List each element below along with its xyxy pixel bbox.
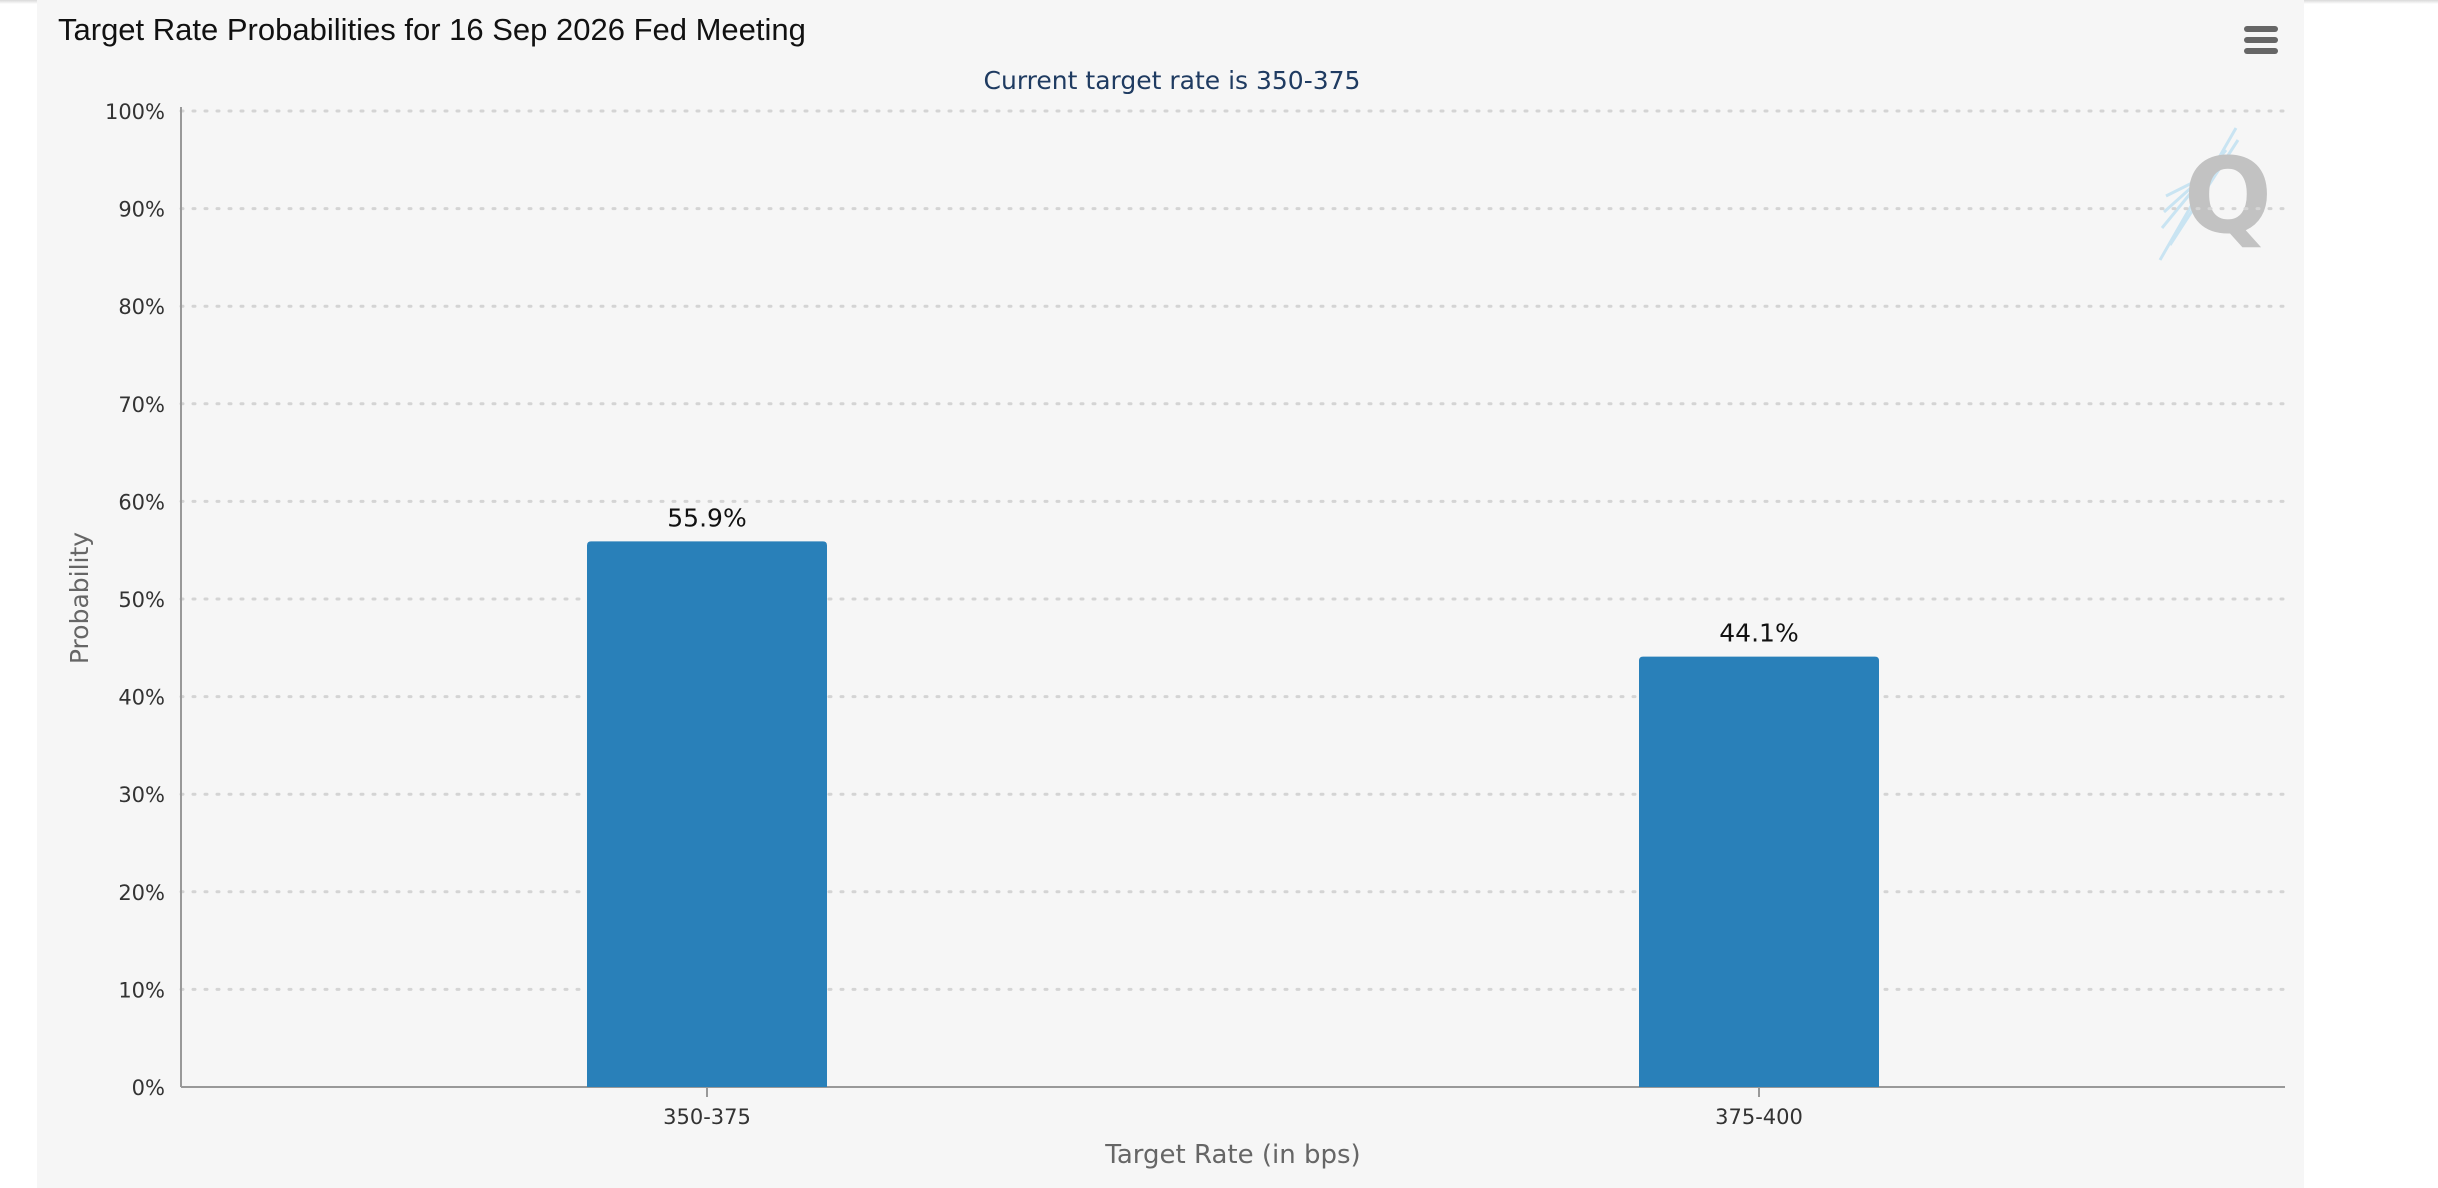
y-tick-label: 10% — [118, 978, 165, 1002]
y-tick-label: 30% — [118, 783, 165, 807]
y-tick-label: 40% — [118, 686, 165, 710]
chart-subtitle: Current target rate is 350-375 — [984, 66, 1361, 95]
y-tick-label: 80% — [118, 295, 165, 319]
y-tick-label: 90% — [118, 198, 165, 222]
data-label: 44.1% — [1719, 619, 1798, 648]
y-tick-label: 60% — [118, 490, 165, 514]
bar-375-400[interactable] — [1639, 656, 1879, 1087]
chart-title: Target Rate Probabilities for 16 Sep 202… — [58, 12, 806, 47]
x-tick-label: 375-400 — [1715, 1105, 1803, 1129]
y-tick-label: 70% — [118, 393, 165, 417]
quikstrike-logo-icon: Q — [2158, 127, 2272, 261]
x-axis-title: Target Rate (in bps) — [1104, 1140, 1360, 1170]
x-tick-label: 350-375 — [663, 1105, 751, 1129]
watermark-letter: Q — [2184, 135, 2272, 257]
chart-panel — [37, 0, 2304, 1188]
y-tick-label: 50% — [118, 588, 165, 612]
y-tick-label: 20% — [118, 881, 165, 905]
hamburger-menu-icon[interactable] — [2238, 20, 2284, 60]
data-label: 55.9% — [667, 503, 746, 532]
y-axis-title: Probability — [65, 532, 94, 664]
bar-350-375[interactable] — [587, 541, 827, 1087]
y-tick-label: 0% — [132, 1076, 165, 1100]
y-tick-label: 100% — [105, 100, 165, 124]
